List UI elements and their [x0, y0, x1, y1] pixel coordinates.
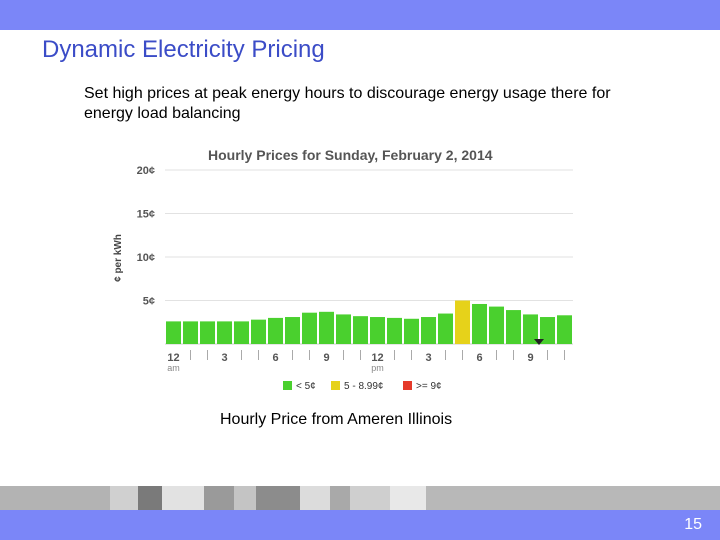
chart-title: Hourly Prices for Sunday, February 2, 20…	[208, 147, 493, 163]
price-bar	[387, 317, 402, 344]
price-bar	[370, 317, 385, 344]
price-bar	[404, 318, 419, 344]
y-tick-label: 20¢	[137, 165, 155, 177]
page-number: 15	[684, 516, 702, 533]
x-tick-label: 9	[527, 352, 533, 364]
y-tick-label: 15¢	[137, 209, 155, 221]
price-bar	[421, 317, 436, 344]
price-bar	[506, 310, 521, 344]
x-tick-label: 9	[323, 352, 329, 364]
price-bar	[268, 317, 283, 344]
x-tick-label: 6	[476, 352, 482, 364]
price-bar	[183, 321, 198, 344]
price-bar	[200, 321, 215, 344]
slide-subtitle: Set high prices at peak energy hours to …	[84, 85, 611, 122]
price-bar	[455, 300, 470, 344]
y-tick-label: 10¢	[137, 252, 155, 264]
y-tick-label: 5¢	[143, 296, 155, 308]
x-tick-sublabel: am	[167, 363, 180, 373]
x-tick-label: 3	[425, 352, 431, 364]
legend-label: < 5¢	[296, 381, 316, 392]
price-bar	[489, 306, 504, 344]
legend-swatch	[331, 381, 340, 390]
y-axis-label: ¢ per kWh	[113, 234, 124, 282]
slide-title: Dynamic Electricity Pricing	[42, 36, 325, 63]
legend-swatch	[283, 381, 292, 390]
x-tick-label: 3	[221, 352, 227, 364]
hourly-price-chart: Hourly Prices for Sunday, February 2, 20…	[113, 147, 573, 392]
price-bar	[285, 317, 300, 344]
legend-label: >= 9¢	[416, 381, 442, 392]
chart-legend: < 5¢ 5 - 8.99¢ >= 9¢	[283, 381, 442, 392]
price-bar	[336, 314, 351, 344]
price-bar	[302, 312, 317, 344]
price-bar	[353, 316, 368, 344]
price-bar	[557, 315, 572, 344]
legend-swatch	[403, 381, 412, 390]
price-bar	[472, 303, 487, 344]
current-hour-marker	[534, 339, 544, 345]
bottom-accent-bar: 15	[0, 510, 720, 540]
price-bar	[166, 321, 181, 344]
price-bars	[166, 300, 572, 344]
gridlines	[165, 169, 573, 345]
x-tick-label: 12	[371, 352, 383, 364]
price-bar	[523, 314, 538, 344]
price-bar	[234, 321, 249, 344]
x-tick-label: 12	[167, 352, 179, 364]
chart-caption: Hourly Price from Ameren Illinois	[220, 411, 453, 428]
legend-label: 5 - 8.99¢	[344, 381, 383, 392]
current-hour-marker-triangle	[534, 339, 544, 345]
price-bar	[438, 313, 453, 344]
price-bar	[217, 321, 232, 344]
footer-image-strip	[0, 486, 720, 510]
price-bar	[319, 311, 334, 344]
top-accent-bar	[0, 0, 720, 30]
price-bar	[540, 317, 555, 344]
price-bar	[251, 319, 266, 344]
x-tick-label: 6	[272, 352, 278, 364]
x-tick-sublabel: pm	[371, 363, 384, 373]
y-tick-labels: 5¢ 10¢ 15¢ 20¢	[137, 165, 155, 308]
